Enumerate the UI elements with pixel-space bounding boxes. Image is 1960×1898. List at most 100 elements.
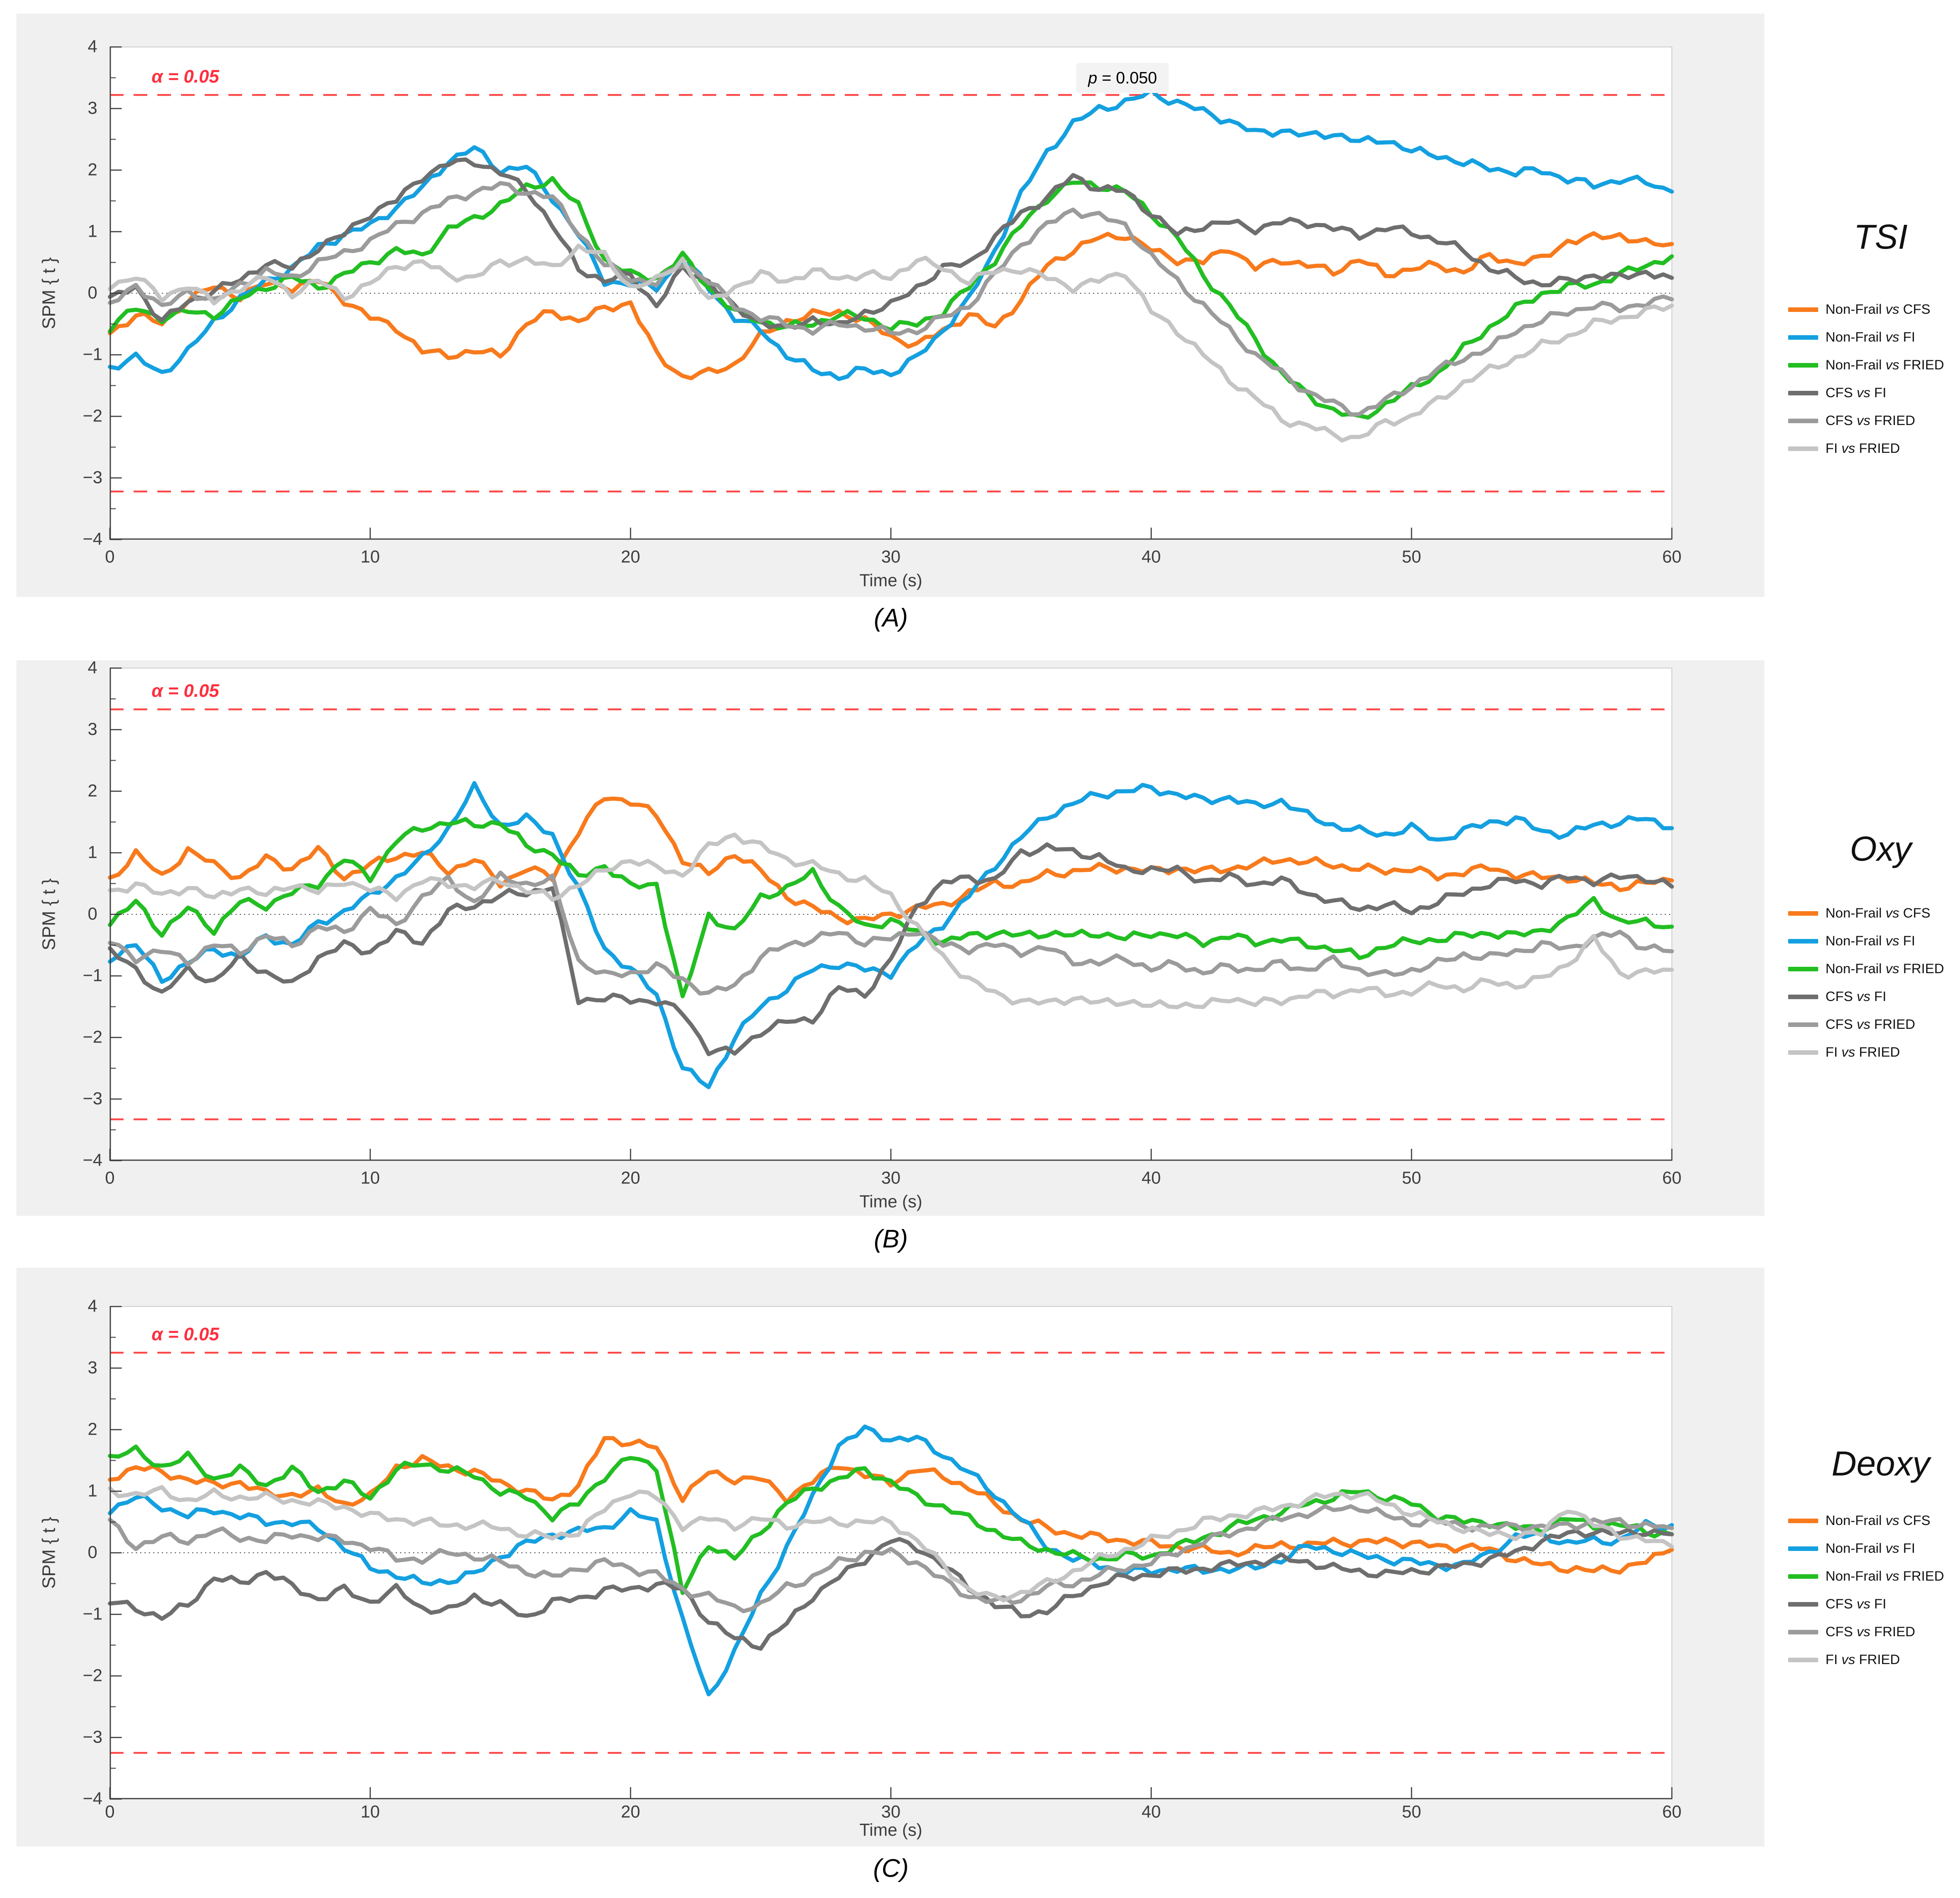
legend-label: FI vs FRIED [1826,1652,1900,1667]
legend-entry-cfs-vs-fi: CFS vs FI [1788,983,1960,1011]
y-tick-label: −1 [83,1604,103,1624]
x-tick-label: 40 [1141,547,1161,567]
panel-a-legend-title: TSI [1853,218,1908,257]
x-tick-label: 30 [881,1802,901,1822]
x-tick-label: 10 [360,1168,380,1188]
legend-swatch [1788,911,1818,916]
y-tick-label: 2 [88,1420,98,1439]
y-tick-label: −3 [83,1089,103,1109]
x-tick-label: 20 [621,1802,641,1822]
legend-swatch [1788,1546,1818,1551]
legend-label: Non-Frail vs FRIED [1826,961,1944,976]
series-line-non-frail-vs-fried [108,817,1674,999]
y-tick-label: 3 [88,1358,98,1378]
legend-entry-non-frail-vs-fi: Non-Frail vs FI [1788,927,1960,955]
panel-c-caption: (C) [873,1853,909,1882]
panel-a-legend: TSI Non-Frail vs CFS Non-Frail vs FI Non-F… [1778,0,1960,1898]
legend-swatch [1788,1602,1818,1607]
panel-c-legend-entries: Non-Frail vs CFS Non-Frail vs FI Non-Frail… [1788,1507,1960,1674]
legend-label: CFS vs FI [1826,1596,1887,1612]
panel-a-caption: (A) [874,603,908,632]
x-tick-label: 40 [1141,1168,1161,1188]
legend-swatch [1788,939,1818,944]
legend-label: CFS vs FRIED [1826,1016,1915,1032]
panel-b-alpha-threshold-label: α = 0.05 [151,681,219,701]
x-tick-label: 20 [621,547,641,567]
legend-entry-cfs-vs-fi: CFS vs FI [1788,1590,1960,1618]
y-tick-label: 4 [88,1296,98,1316]
legend-swatch [1788,446,1818,451]
legend-entry-fi-vs-fried: FI vs FRIED [1788,435,1960,462]
x-tick-label: 50 [1401,547,1422,567]
legend-label: FI vs FRIED [1826,441,1900,456]
legend-swatch [1788,966,1818,971]
legend-swatch [1788,307,1818,312]
legend-swatch [1788,1022,1818,1027]
panel-c-legend: Deoxy Non-Frail vs CFS Non-Frail vs FI Non… [1778,0,1960,1898]
panel-b-legend-entries: Non-Frail vs CFS Non-Frail vs FI Non-Frail… [1788,899,1960,1066]
y-tick-label: −3 [83,1727,103,1747]
x-tick-label: 60 [1662,1168,1682,1188]
panel-b-caption: (B) [874,1224,908,1253]
legend-swatch [1788,994,1818,999]
legend-label: Non-Frail vs FRIED [1826,1568,1944,1584]
y-tick-label: 1 [88,222,98,241]
legend-entry-non-frail-vs-fi: Non-Frail vs FI [1788,323,1960,351]
series-line-cfs-vs-fried [108,1504,1674,1613]
series-line-cfs-vs-fi [108,842,1674,1057]
series-line-non-frail-vs-cfs [108,1436,1674,1575]
panel-b-legend-title: Oxy [1850,830,1912,869]
legend-entry-cfs-vs-fried: CFS vs FRIED [1788,407,1960,435]
panel-b-plot-area [108,667,1674,1162]
x-tick-label: 60 [1662,1802,1682,1822]
legend-label: Non-Frail vs FI [1826,1540,1915,1556]
y-tick-label: 3 [88,720,98,739]
p-value-annotation: p = 0.050 [1076,62,1169,93]
legend-label: Non-Frail vs CFS [1826,905,1931,921]
legend-entry-non-frail-vs-cfs: Non-Frail vs CFS [1788,899,1960,927]
x-tick-label: 20 [621,1168,641,1188]
x-tick-label: 10 [360,547,380,567]
y-tick-label: −2 [83,1666,103,1685]
legend-label: CFS vs FI [1826,989,1887,1004]
panel-c-x-axis-label: Time (s) [859,1820,922,1840]
series-line-fi-vs-fried [108,1485,1674,1603]
x-tick-label: 50 [1401,1802,1422,1822]
y-tick-label: 0 [88,904,98,924]
legend-entry-cfs-vs-fried: CFS vs FRIED [1788,1618,1960,1646]
legend-swatch [1788,1050,1818,1055]
panel-c-plot-area [108,1306,1674,1800]
y-tick-label: 2 [88,160,98,180]
legend-entry-non-frail-vs-fried: Non-Frail vs FRIED [1788,351,1960,379]
series-line-non-frail-vs-cfs [108,231,1674,380]
legend-swatch [1788,1629,1818,1634]
legend-swatch [1788,418,1818,423]
legend-entry-fi-vs-fried: FI vs FRIED [1788,1646,1960,1674]
series-line-non-frail-vs-fried [108,176,1674,420]
y-tick-label: −1 [83,966,103,985]
legend-label: Non-Frail vs CFS [1826,301,1931,317]
panel-b-y-axis-label: SPM { t } [39,878,59,950]
legend-swatch [1788,1518,1818,1523]
series-line-non-frail-vs-fi [108,1424,1674,1696]
x-tick-label: 0 [105,1802,115,1822]
panel-a-alpha-threshold-label: α = 0.05 [151,67,219,87]
series-line-cfs-vs-fried [108,870,1674,996]
legend-label: Non-Frail vs FI [1826,933,1915,949]
legend-entry-non-frail-vs-cfs: Non-Frail vs CFS [1788,296,1960,323]
x-tick-label: 0 [105,547,115,567]
y-tick-label: 4 [88,37,98,57]
panel-c-legend-title: Deoxy [1831,1444,1930,1483]
y-tick-label: −1 [83,345,103,364]
y-tick-label: −2 [83,406,103,426]
y-tick-label: −4 [83,1151,103,1170]
panel-b-legend: Oxy Non-Frail vs CFS Non-Frail vs FI Non-F… [1778,0,1960,1898]
legend-label: CFS vs FRIED [1826,1624,1915,1639]
panel-a-y-axis-label: SPM { t } [39,257,59,329]
y-tick-label: 2 [88,781,98,801]
legend-entry-non-frail-vs-fi: Non-Frail vs FI [1788,1535,1960,1562]
legend-label: FI vs FRIED [1826,1044,1900,1060]
x-tick-label: 50 [1401,1168,1422,1188]
series-line-non-frail-vs-fi [108,88,1674,381]
panel-a-x-axis-label: Time (s) [859,571,922,591]
